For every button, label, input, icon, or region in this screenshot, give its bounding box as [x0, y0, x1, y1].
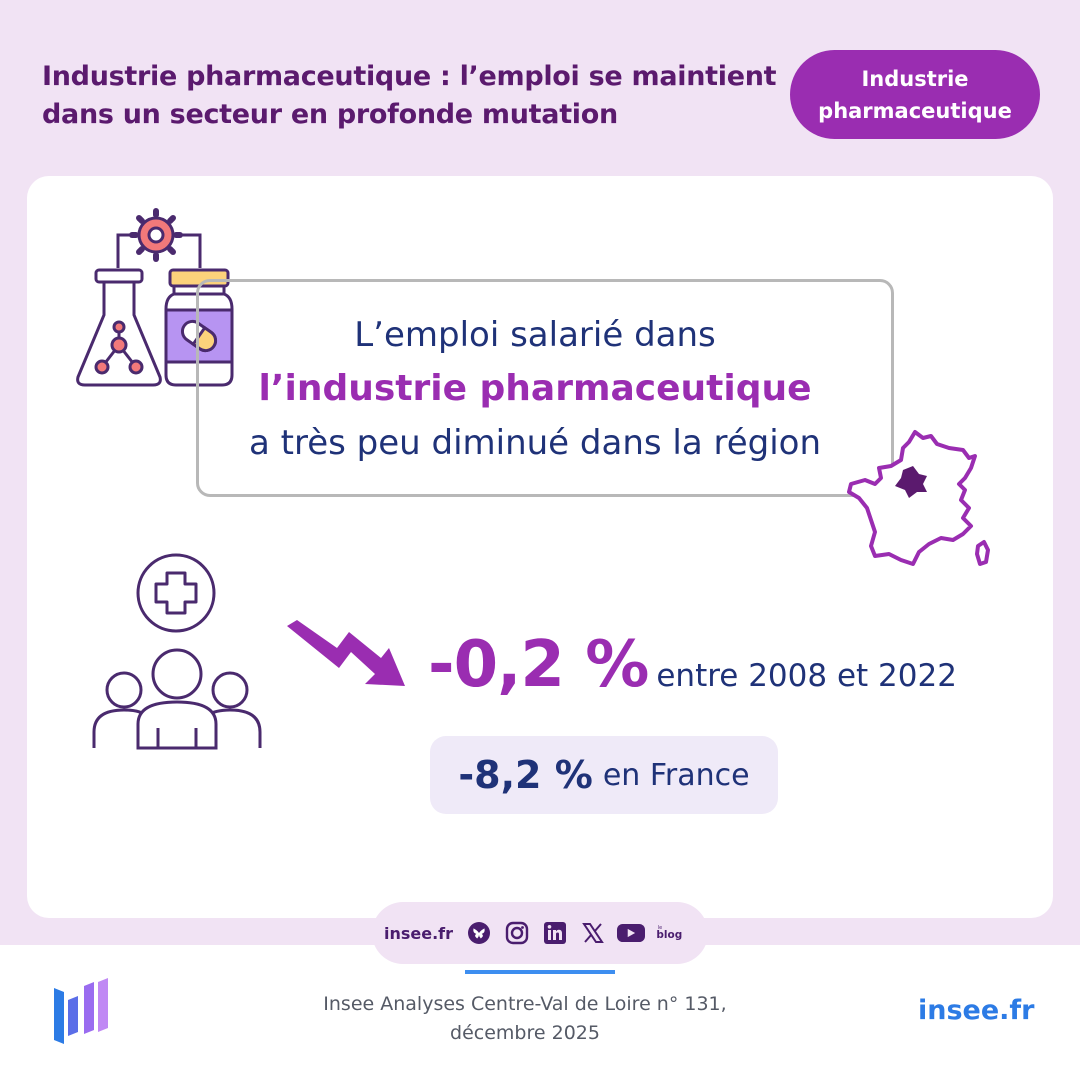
region-stat-value: -0,2 %	[428, 628, 649, 702]
gear-icon	[129, 208, 183, 262]
footer-site-link[interactable]: insee.fr	[918, 995, 1035, 1026]
message-highlight: l’industrie pharmaceutique	[258, 368, 812, 409]
region-stat-period: entre 2008 et 2022	[656, 658, 957, 694]
pharma-lab-icon	[76, 208, 234, 387]
blog-label: blog	[656, 929, 682, 941]
message-line-3: a très peu diminué dans la région	[248, 423, 822, 463]
x-icon[interactable]	[579, 919, 607, 947]
linkedin-icon[interactable]	[541, 919, 569, 947]
decrease-arrow-icon	[287, 620, 405, 686]
blog-small-label: le	[658, 925, 662, 931]
message-line-1: L’emploi salarié dans	[354, 315, 716, 355]
footer-divider	[465, 970, 615, 974]
employees-icon	[92, 553, 262, 750]
region-stat: -0,2 % entre 2008 et 2022	[428, 628, 957, 702]
publication-reference: Insee Analyses Centre-Val de Loire n° 13…	[323, 993, 727, 1044]
medical-cross-icon	[154, 571, 198, 615]
insee-logo-icon	[54, 978, 108, 1044]
youtube-icon[interactable]	[617, 919, 646, 947]
region-highlight	[895, 466, 927, 498]
blog-icon[interactable]: le blog	[655, 919, 683, 947]
france-stat-label: en France	[602, 757, 750, 793]
key-message: L’emploi salarié dans l’industrie pharma…	[200, 308, 870, 470]
bluesky-icon[interactable]	[465, 919, 493, 947]
france-map-icon	[847, 430, 990, 566]
france-stat: -8,2 % en France	[430, 736, 778, 814]
instagram-icon[interactable]	[503, 919, 531, 947]
topic-tag: Industrie pharmaceutique	[790, 50, 1040, 139]
social-site-link[interactable]: insee.fr	[384, 923, 454, 943]
message-frame	[196, 279, 894, 497]
social-links-bar: insee.fr le blog	[372, 902, 708, 964]
france-stat-value: -8,2 %	[458, 753, 593, 797]
page-title: Industrie pharmaceutique : l’emploi se m…	[42, 61, 777, 130]
